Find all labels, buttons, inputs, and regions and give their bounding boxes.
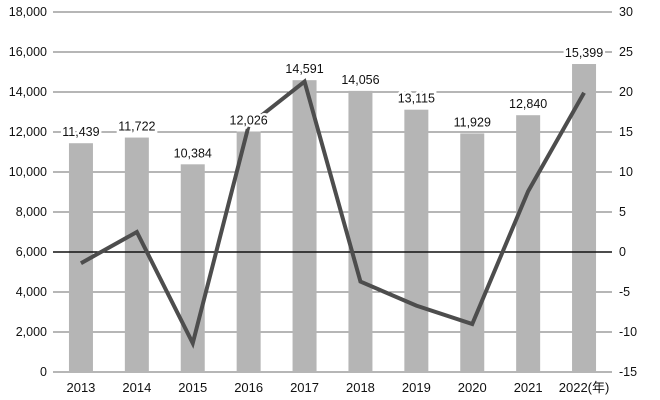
bar-value-label: 10,384 (174, 146, 212, 160)
x-axis-label-2022(年): 2022(年) (559, 380, 610, 395)
bar-value-label: 11,929 (454, 115, 491, 129)
bar-value-label: 14,591 (285, 62, 323, 76)
bar-value-label: 15,399 (565, 46, 603, 60)
x-axis-label-2015: 2015 (178, 380, 207, 395)
x-axis-label-2014: 2014 (122, 380, 151, 395)
left-axis-tick-label: 0 (40, 365, 47, 379)
left-axis-tick-label: 14,000 (9, 85, 47, 99)
left-axis-tick-label: 18,000 (9, 5, 47, 19)
right-axis-tick-label: 25 (619, 45, 633, 59)
bar-2017 (292, 80, 317, 373)
x-axis-label-2021: 2021 (514, 380, 543, 395)
right-axis-tick-label: 30 (619, 5, 633, 19)
right-axis-tick-label: -10 (619, 325, 637, 339)
bar-2021 (516, 115, 541, 372)
bar-2018 (348, 90, 373, 372)
left-axis-tick-label: 8,000 (16, 205, 47, 219)
bar-value-label: 14,056 (341, 73, 379, 87)
right-axis-tick-label: 5 (619, 205, 626, 219)
bar-2014 (124, 137, 149, 372)
right-axis-tick-label: 10 (619, 165, 633, 179)
x-axis-label-2019: 2019 (402, 380, 431, 395)
bar-value-label: 12,840 (509, 97, 547, 111)
right-axis-tick-label: 0 (619, 245, 626, 259)
left-axis-tick-label: 4,000 (16, 285, 47, 299)
left-axis-tick-label: 16,000 (9, 45, 47, 59)
left-axis-tick-label: 2,000 (16, 325, 47, 339)
left-axis-tick-label: 12,000 (9, 125, 47, 139)
growth-line-series (79, 78, 586, 349)
x-axis-label-2013: 2013 (66, 380, 95, 395)
bar-value-label: 11,439 (62, 125, 99, 139)
bar-value-label: 13,115 (398, 92, 435, 106)
x-axis-label-2018: 2018 (346, 380, 375, 395)
x-axis-label-2017: 2017 (290, 380, 319, 395)
x-axis-label-2016: 2016 (234, 380, 263, 395)
left-axis-tick-label: 6,000 (16, 245, 47, 259)
bar-value-label: 12,026 (230, 113, 268, 127)
right-axis-tick-label: -5 (619, 285, 630, 299)
bar-2022(年) (572, 64, 597, 373)
right-axis-tick-label: 15 (619, 125, 633, 139)
left-axis-tick-label: 10,000 (9, 165, 47, 179)
right-axis-tick-label: -15 (619, 365, 637, 379)
right-axis-tick-label: 20 (619, 85, 633, 99)
bar-value-label: 11,722 (118, 120, 155, 134)
bar-2019 (404, 109, 429, 372)
x-axis-label-2020: 2020 (458, 380, 487, 395)
